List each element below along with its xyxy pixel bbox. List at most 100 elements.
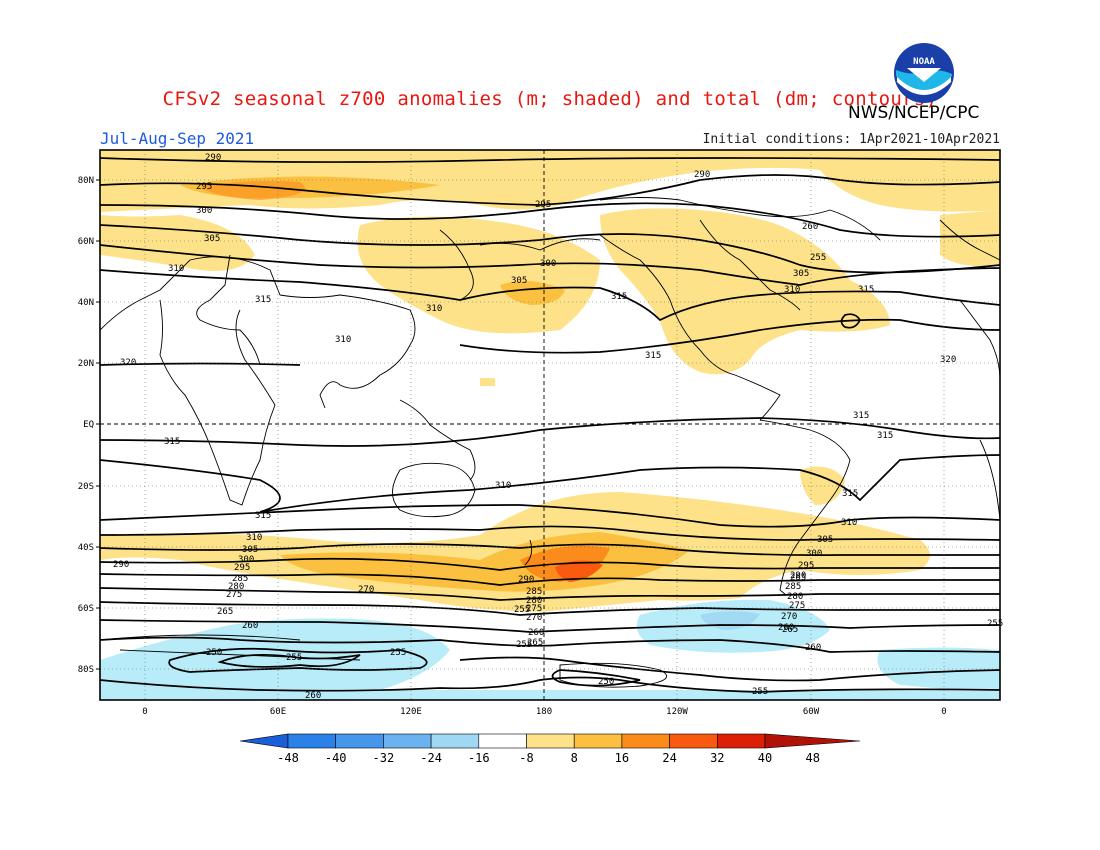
lat-label: 20S xyxy=(78,482,94,492)
contour-label: 250 xyxy=(598,677,614,687)
lat-label: EQ xyxy=(83,420,94,430)
contour-label: 290 xyxy=(518,575,534,585)
contour-label: 260 xyxy=(528,628,544,638)
colorbar-segment xyxy=(716,733,766,749)
contour-label: 280 xyxy=(526,596,542,606)
colorbar-segment xyxy=(383,733,432,749)
contour-label: 265 xyxy=(790,573,806,583)
latitude-labels: 80N 60N 40N 20N EQ 20S 40S 60S 80S xyxy=(78,176,94,675)
anomaly-shading xyxy=(100,150,1000,700)
colorbar-tick-label: -32 xyxy=(373,751,395,765)
lon-label: 0 xyxy=(142,707,147,717)
colorbar-tick-label: -24 xyxy=(420,751,442,765)
colorbar-segment xyxy=(621,733,670,749)
contour-label: 305 xyxy=(511,276,527,286)
contour-label: 270 xyxy=(526,613,542,623)
contour-label: 285 xyxy=(526,587,542,597)
contour-label: 260 xyxy=(805,643,821,653)
contour-label: 320 xyxy=(120,358,136,368)
contour-label: 310 xyxy=(784,285,800,295)
noaa-logo-icon: NOAA xyxy=(894,43,954,103)
contour-label: 295 xyxy=(234,563,250,573)
map-frame xyxy=(99,149,1001,701)
contour-label: 285 xyxy=(785,582,801,592)
contour-label: 310 xyxy=(335,335,351,345)
contour-label: 260 xyxy=(242,621,258,631)
contour-label: 305 xyxy=(817,535,833,545)
colorbar-tick-label: -16 xyxy=(468,751,490,765)
contour-label: 305 xyxy=(793,269,809,279)
contour-label: 315 xyxy=(164,437,180,447)
contour-label: 255 xyxy=(987,619,1003,629)
colorbar-tick-label: -8 xyxy=(519,751,533,765)
contour-label: 265 xyxy=(527,638,543,648)
colorbar-tick-label: 8 xyxy=(571,751,578,765)
colorbar-segment xyxy=(287,733,337,749)
colorbar-tick-label: -48 xyxy=(277,751,299,765)
colorbar-high-arrow xyxy=(764,733,861,749)
lon-label: 120W xyxy=(666,707,688,717)
colorbar-tick-label: 32 xyxy=(710,751,724,765)
contour-label: 320 xyxy=(940,355,956,365)
lon-label: 0 xyxy=(941,707,946,717)
contour-label: 265 xyxy=(217,607,233,617)
contour-label: 275 xyxy=(526,604,542,614)
contour-label: 305 xyxy=(204,234,220,244)
colorbar-segment xyxy=(478,733,527,749)
chart-title: CFSv2 seasonal z700 anomalies (m; shaded… xyxy=(162,88,938,110)
contour-label: 305 xyxy=(242,545,258,555)
contour-label: 255 xyxy=(516,640,532,650)
longitude-labels: 0 60E 120E 180 120W 60W 0 xyxy=(142,707,946,717)
svg-text:NOAA: NOAA xyxy=(913,57,935,67)
contour-label: 300 xyxy=(540,259,556,269)
contour-label: 290 xyxy=(694,170,710,180)
contour-label: 315 xyxy=(877,431,893,441)
contour-label: 255 xyxy=(752,687,768,697)
contour-label: 280 xyxy=(787,592,803,602)
colorbar-tick-label: 24 xyxy=(662,751,676,765)
contour-label: 300 xyxy=(238,555,254,565)
contour-label: 260 xyxy=(778,623,794,633)
contour-label: 295 xyxy=(196,182,212,192)
contour-label: 285 xyxy=(232,574,248,584)
contour-label: 260 xyxy=(802,222,818,232)
contour-label: 275 xyxy=(789,601,805,611)
contour-label: 315 xyxy=(842,489,858,499)
organization-label: NWS/NCEP/CPC xyxy=(848,103,980,123)
contour-label: 255 xyxy=(390,648,406,658)
colorbar-segment xyxy=(526,733,575,749)
latitude-ticks xyxy=(96,179,100,670)
colorbar-segment xyxy=(573,733,623,749)
colorbar-tick-label: 16 xyxy=(615,751,629,765)
colorbar-low-arrow xyxy=(239,733,289,749)
colorbar-tick-label: 48 xyxy=(805,751,819,765)
colorbar-tick-label: -40 xyxy=(325,751,347,765)
colorbar-segment xyxy=(430,733,480,749)
contour-label: 315 xyxy=(858,285,874,295)
coastlines xyxy=(100,197,1000,688)
colorbar-segment xyxy=(669,733,718,749)
contour-label: 315 xyxy=(853,411,869,421)
contour-label: 255 xyxy=(514,605,530,615)
lat-label: 20N xyxy=(78,359,94,369)
contour-label: 265 xyxy=(782,625,798,635)
contour-label: 300 xyxy=(196,206,212,216)
contour-label: 315 xyxy=(255,511,271,521)
contour-label: 280 xyxy=(228,582,244,592)
contour-label: 295 xyxy=(798,561,814,571)
contour-label: 275 xyxy=(226,590,242,600)
lon-label: 120E xyxy=(400,707,422,717)
contour-label: 300 xyxy=(806,549,822,559)
contour-label: 255 xyxy=(810,253,826,263)
contour-label: 310 xyxy=(246,533,262,543)
contour-label: 290 xyxy=(205,153,221,163)
lon-label: 60E xyxy=(270,707,286,717)
colorbar-segment xyxy=(335,733,384,749)
contour-labels: 290 295 300 305 310 315 310 320 290 295 … xyxy=(113,153,1003,701)
lat-label: 60N xyxy=(78,237,94,247)
lat-label: 40S xyxy=(78,543,94,553)
colorbar-tick-label: 40 xyxy=(758,751,772,765)
contour-label: 255 xyxy=(286,653,302,663)
contour-label: 310 xyxy=(168,264,184,274)
